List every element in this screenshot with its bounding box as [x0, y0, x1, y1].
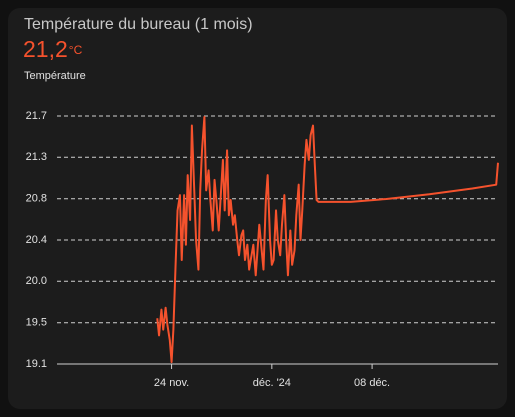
- card: [8, 8, 507, 409]
- state-unit: °C: [69, 43, 83, 57]
- y-tick-label: 21.3: [26, 151, 47, 163]
- x-tick-label: 08 déc.: [354, 377, 390, 389]
- temperature-line: [156, 115, 499, 364]
- y-tick-label: 19.1: [26, 358, 47, 370]
- y-tick-label: 20.8: [26, 193, 47, 205]
- y-tick-label: 20.4: [26, 234, 47, 246]
- card-title: Température du bureau (1 mois): [24, 16, 253, 33]
- x-tick-label: 24 nov.: [154, 377, 189, 389]
- x-tick-label: déc. '24: [253, 377, 291, 389]
- y-tick-label: 20.0: [26, 275, 47, 287]
- y-tick-label: 21.7: [26, 110, 47, 122]
- state: 21,2°C: [23, 36, 83, 62]
- state-value: 21,2: [23, 36, 68, 62]
- legend-entry: Température: [24, 70, 86, 82]
- y-tick-label: 19.5: [26, 317, 47, 329]
